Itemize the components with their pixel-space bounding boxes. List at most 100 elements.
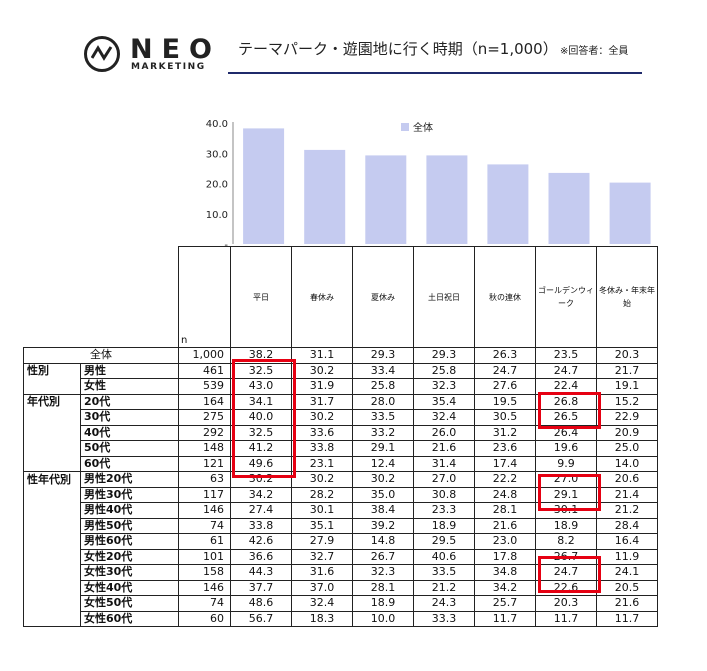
table-cell: 32.4 <box>413 409 475 426</box>
neo-marketing-logo: NEO MARKETING <box>84 32 224 76</box>
table-cell: 32.3 <box>413 378 475 395</box>
table-cell: 9.9 <box>535 455 597 472</box>
table-cell: 15.2 <box>596 393 658 410</box>
table-cell: 30.2 <box>291 471 353 488</box>
table-cell: 14.0 <box>596 455 658 472</box>
table-cell: 26.3 <box>474 347 536 364</box>
bar-6 <box>548 172 590 244</box>
table-cell: 56.7 <box>230 610 292 627</box>
table-cell: 20.9 <box>596 424 658 441</box>
table-cell: 38.4 <box>352 502 414 519</box>
table-cell: 25.7 <box>474 595 536 612</box>
table-cell: 28.1 <box>474 502 536 519</box>
table-cell: 29.1 <box>352 440 414 457</box>
table-row: 50代 148 41.2 33.8 29.1 21.6 23.6 19.6 25.0 <box>23 440 658 457</box>
table-cell: 27.4 <box>230 502 292 519</box>
table-cell: 29.3 <box>413 347 475 364</box>
table-cell: 16.4 <box>596 533 658 550</box>
title-underline <box>228 72 642 74</box>
row-n: 117 <box>178 486 231 503</box>
y-tick-label: 20.0 <box>206 180 228 191</box>
table-cell: 33.8 <box>230 517 292 534</box>
table-row: 女性50代 74 48.6 32.4 18.9 24.3 25.7 20.3 21.6 <box>23 595 658 612</box>
row-label: 男性50代 <box>80 517 179 534</box>
table-cell: 34.8 <box>474 564 536 581</box>
row-label: 女性50代 <box>80 595 179 612</box>
highlight-box-gw-male <box>538 474 601 511</box>
row-n: 63 <box>178 471 231 488</box>
table-cell: 40.6 <box>413 548 475 565</box>
table-row: 全体 1,000 38.2 31.1 29.3 29.3 26.3 23.5 20.3 <box>23 347 658 364</box>
table-cell: 31.9 <box>291 378 353 395</box>
table-cell: 18.9 <box>413 517 475 534</box>
table-cell: 17.4 <box>474 455 536 472</box>
table-cell: 23.6 <box>474 440 536 457</box>
table-cell: 22.9 <box>596 409 658 426</box>
y-tick-label: 10.0 <box>206 210 228 221</box>
table-cell: 31.7 <box>291 393 353 410</box>
table-row: 性年代別 男性20代 63 30.2 30.2 30.2 27.0 22.2 27.0 20.6 <box>23 471 658 488</box>
row-n: 61 <box>178 533 231 550</box>
row-n: 101 <box>178 548 231 565</box>
table-cell: 30.2 <box>291 409 353 426</box>
table-row: 女性40代 146 37.7 37.0 28.1 21.2 34.2 22.6 20.5 <box>23 579 658 596</box>
table-cell: 23.0 <box>474 533 536 550</box>
table-cell: 19.5 <box>474 393 536 410</box>
group-label <box>23 580 81 596</box>
table-cell: 21.2 <box>596 502 658 519</box>
legend-label: 全体 <box>413 121 433 134</box>
table-cell: 26.0 <box>413 424 475 441</box>
bar-2 <box>304 149 346 244</box>
table-cell: 23.3 <box>413 502 475 519</box>
table-cell: 23.1 <box>291 455 353 472</box>
row-label: 男性40代 <box>80 502 179 519</box>
table-cell: 21.6 <box>474 517 536 534</box>
table-cell: 25.8 <box>413 362 475 379</box>
table-row: 女性60代 60 56.7 18.3 10.0 33.3 11.7 11.7 11.7 <box>23 610 658 627</box>
table-cell: 34.2 <box>474 579 536 596</box>
table-cell: 26.5 <box>535 409 597 426</box>
table-cell: 33.4 <box>352 362 414 379</box>
row-n: 148 <box>178 440 231 457</box>
table-cell: 30.2 <box>291 362 353 379</box>
table-cell: 42.6 <box>230 533 292 550</box>
table-cell: 27.9 <box>291 533 353 550</box>
table-cell: 41.2 <box>230 440 292 457</box>
row-n: 158 <box>178 564 231 581</box>
table-row: 40代 292 32.5 33.6 33.2 26.0 31.2 26.4 20.9 <box>23 424 658 441</box>
group-label: 年代別 <box>23 393 81 410</box>
table-cell: 12.4 <box>352 455 414 472</box>
data-table: n 平日 春休み 夏休み 土日祝日 秋の連休 ゴールデンウィーク 冬休み・年末年始 全体 1,00… <box>23 246 658 627</box>
table-row: 男性60代 61 42.6 27.9 14.8 29.5 23.0 8.2 16.4 <box>23 533 658 550</box>
logo-pulse-icon <box>84 36 120 72</box>
row-n: 74 <box>178 517 231 534</box>
table-row: 性別 男性 461 32.5 30.2 33.4 25.8 24.7 24.7 21.7 <box>23 362 658 379</box>
table-cell: 18.9 <box>535 517 597 534</box>
table-cell: 18.9 <box>352 595 414 612</box>
highlight-box-gw-female <box>538 556 601 593</box>
table-row: 女性20代 101 36.6 32.7 26.7 40.6 17.8 26.7 11.9 <box>23 548 658 565</box>
row-label: 20代 <box>80 393 179 410</box>
group-label <box>23 595 81 611</box>
group-label <box>23 518 81 534</box>
table-cell: 11.9 <box>596 548 658 565</box>
row-n: 121 <box>178 455 231 472</box>
column-header: 平日 <box>230 246 292 348</box>
row-n: 146 <box>178 502 231 519</box>
row-n: 74 <box>178 595 231 612</box>
row-n: 275 <box>178 409 231 426</box>
table-cell: 34.2 <box>230 486 292 503</box>
table-cell: 33.8 <box>291 440 353 457</box>
table-row: 60代 121 49.6 23.1 12.4 31.4 17.4 9.9 14.0 <box>23 455 658 472</box>
group-label <box>23 440 81 456</box>
group-label <box>23 502 81 518</box>
n-header: n <box>178 246 231 348</box>
highlight-box-weekday-age <box>232 359 296 478</box>
group-label <box>23 611 81 627</box>
table-cell: 31.6 <box>291 564 353 581</box>
table-cell: 24.7 <box>474 362 536 379</box>
row-label: 60代 <box>80 455 179 472</box>
table-cell: 26.7 <box>352 548 414 565</box>
column-header: 冬休み・年末年始 <box>596 246 658 348</box>
y-tick-label: 40.0 <box>206 119 228 130</box>
